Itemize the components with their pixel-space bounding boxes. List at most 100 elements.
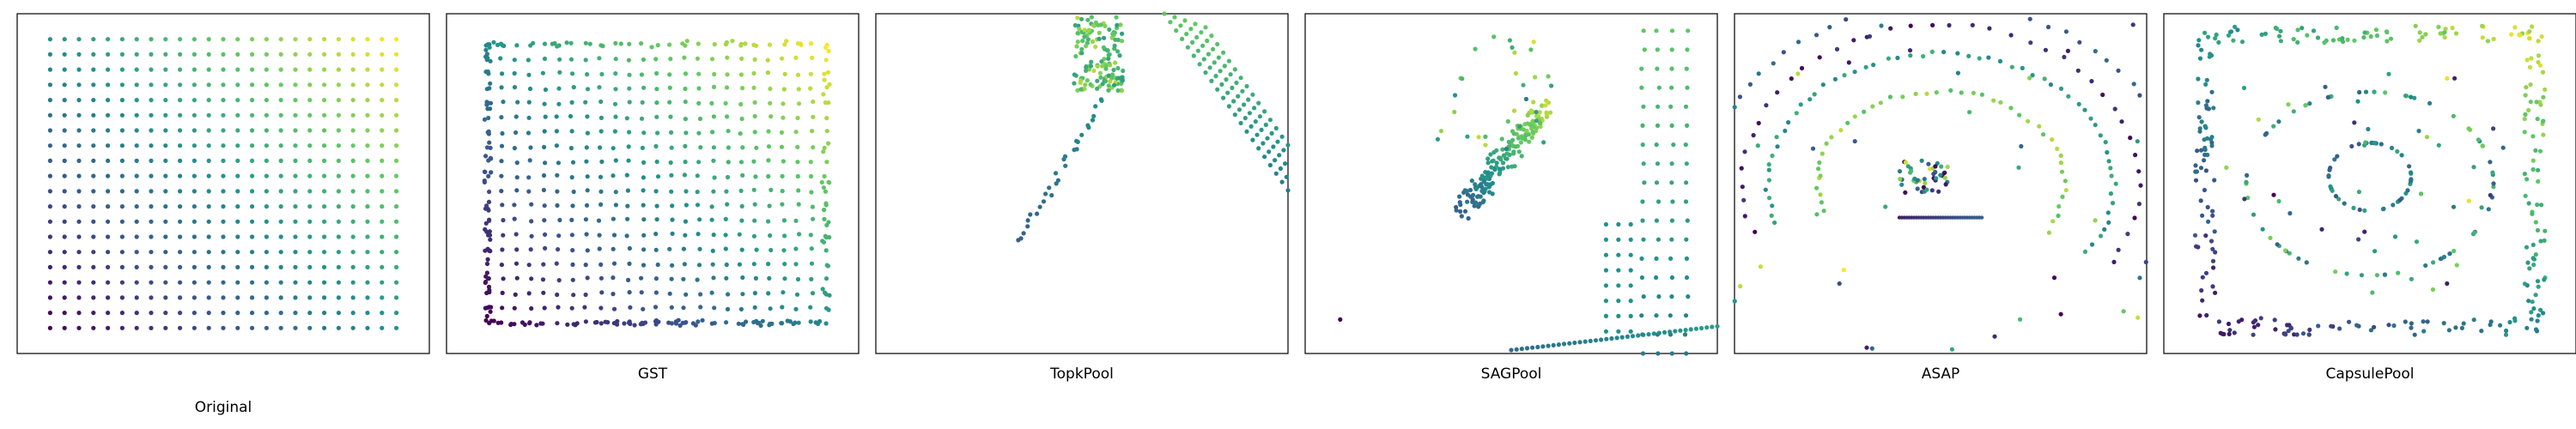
- scatter-point: [2048, 82, 2053, 88]
- scatter-point: [751, 233, 757, 239]
- scatter-point: [488, 309, 493, 314]
- scatter-point: [149, 280, 154, 285]
- scatter-point: [2329, 323, 2334, 329]
- scatter-point: [62, 264, 67, 269]
- scatter-point: [625, 203, 630, 208]
- scatter-point: [221, 98, 226, 103]
- scatter-point: [250, 295, 255, 300]
- scatter-point: [611, 146, 616, 151]
- scatter-point: [264, 158, 269, 163]
- scatter-point: [2430, 287, 2435, 293]
- scatter-point: [1662, 329, 1668, 335]
- scatter-point: [1747, 82, 1753, 87]
- scatter-point: [1117, 53, 1122, 58]
- scatter-point: [784, 39, 789, 44]
- scatter-point: [2409, 321, 2414, 326]
- scatter-point: [571, 85, 576, 90]
- scatter-point: [526, 72, 532, 77]
- scatter-point: [1668, 104, 1674, 109]
- scatter-point: [1770, 203, 1775, 208]
- scatter-point: [1864, 345, 1869, 350]
- scatter-point: [1616, 299, 1621, 304]
- scatter-point: [221, 311, 226, 316]
- scatter-point: [1742, 149, 1747, 154]
- scatter-point: [178, 264, 183, 269]
- scatter-point: [1656, 330, 1662, 335]
- scatter-point: [824, 160, 829, 165]
- scatter-point: [1544, 112, 1549, 118]
- scatter-point: [1531, 124, 1536, 130]
- scatter-point: [743, 41, 748, 46]
- scatter-point: [134, 82, 139, 88]
- scatter-point: [1870, 104, 1875, 109]
- scatter-point: [483, 280, 488, 286]
- scatter-point: [487, 140, 492, 145]
- scatter-point: [264, 112, 269, 118]
- scatter-point: [350, 143, 355, 148]
- scatter-point: [487, 217, 492, 222]
- scatter-point: [653, 276, 659, 281]
- scatter-point: [1818, 173, 1823, 178]
- scatter-point: [1505, 165, 1510, 170]
- scatter-point: [538, 321, 544, 326]
- scatter-point: [235, 204, 240, 209]
- scatter-point: [178, 204, 183, 209]
- scatter-point: [2425, 319, 2430, 324]
- scatter-point: [2043, 47, 2048, 52]
- scatter-point: [1101, 45, 1106, 50]
- scatter-point: [76, 82, 82, 88]
- scatter-point: [1078, 78, 1084, 83]
- scatter-point: [696, 319, 701, 324]
- scatter-point: [134, 143, 139, 148]
- scatter-point: [823, 45, 829, 51]
- scatter-point: [62, 325, 67, 330]
- scatter-point: [119, 143, 125, 148]
- scatter-point: [47, 325, 53, 330]
- scatter-point: [1842, 73, 1847, 78]
- scatter-point: [76, 280, 82, 285]
- scatter-point: [2345, 37, 2350, 42]
- scatter-point: [2303, 103, 2308, 108]
- scatter-point: [2445, 76, 2450, 81]
- scatter-point: [782, 42, 787, 47]
- scatter-point: [163, 204, 168, 209]
- scatter-point: [766, 173, 771, 179]
- scatter-point: [1476, 135, 1481, 140]
- scatter-point: [726, 129, 731, 134]
- scatter-point: [1106, 52, 1111, 57]
- scatter-point: [119, 280, 125, 285]
- scatter-point: [2288, 326, 2293, 331]
- scatter-point: [2056, 213, 2061, 219]
- scatter-point: [2461, 321, 2466, 326]
- scatter-point: [2417, 38, 2422, 43]
- scatter-point: [655, 43, 660, 48]
- scatter-point: [2480, 23, 2485, 28]
- scatter-point: [1485, 170, 1491, 175]
- scatter-point: [322, 295, 327, 300]
- scatter-point: [690, 321, 696, 326]
- scatter-point: [336, 219, 341, 224]
- scatter-point: [1642, 180, 1647, 185]
- scatter-point: [1079, 51, 1084, 56]
- scatter-point: [250, 234, 255, 239]
- scatter-point: [654, 203, 659, 208]
- scatter-point: [1887, 94, 1893, 100]
- scatter-point: [2212, 178, 2217, 183]
- scatter-point: [2417, 30, 2422, 35]
- scatter-point: [1497, 155, 1502, 160]
- points-gst: [482, 39, 832, 329]
- scatter-point: [782, 276, 787, 281]
- panel-caption: SAGPool: [1481, 366, 1542, 383]
- scatter-point: [769, 247, 774, 253]
- scatter-point: [2362, 30, 2367, 35]
- scatter-point: [2491, 184, 2496, 190]
- scatter-point: [221, 250, 226, 255]
- scatter-point: [1834, 46, 1840, 52]
- scatter-point: [556, 160, 562, 166]
- scatter-point: [1480, 200, 1485, 205]
- scatter-point: [725, 202, 730, 207]
- scatter-point: [2100, 92, 2105, 98]
- scatter-point: [1640, 123, 1645, 128]
- scatter-point: [380, 51, 385, 57]
- scatter-point: [2498, 323, 2503, 328]
